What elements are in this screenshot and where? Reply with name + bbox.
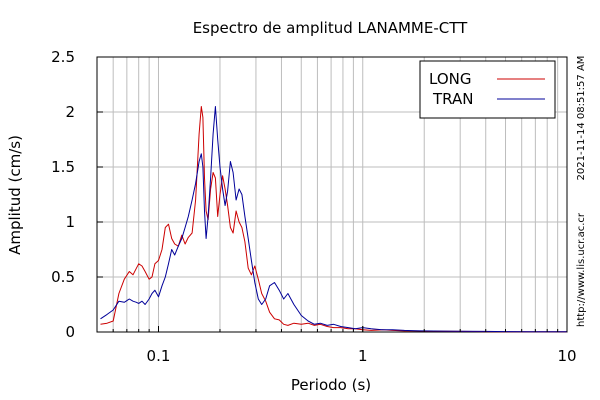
y-tick-label: 2.5 <box>51 48 75 66</box>
legend-label-long: LONG <box>429 70 471 88</box>
y-tick-label: 0.5 <box>51 268 75 286</box>
series-line-tran <box>100 106 568 333</box>
legend-label-tran: TRAN <box>432 90 473 108</box>
x-tick-label: 1 <box>358 347 368 365</box>
series-lines <box>100 106 568 333</box>
x-axis-label: Periodo (s) <box>291 376 371 394</box>
timestamp-label: 2021-11-14 08:51:57 AM <box>576 56 587 181</box>
plot-frame <box>96 56 568 333</box>
y-axis-label: Amplitud (cm/s) <box>6 135 24 255</box>
x-tick-label: 10 <box>557 347 576 365</box>
legend: LONG TRAN <box>419 60 556 119</box>
series-line-long <box>100 106 567 333</box>
y-tick-label: 0 <box>65 323 75 341</box>
y-tick-label: 1 <box>65 213 75 231</box>
grid-lines <box>97 57 567 332</box>
legend-box <box>419 60 556 119</box>
x-tick-label: 0.1 <box>147 347 171 365</box>
source-url-label: http://www.lis.ucr.ac.cr <box>576 212 587 327</box>
y-tick-label: 2 <box>65 103 75 121</box>
y-tick-label: 1.5 <box>51 158 75 176</box>
axis-ticks: 0.1 1 10 0 0.5 1 1.5 2 2.5 <box>51 48 576 365</box>
chart-title: Espectro de amplitud LANAMME-CTT <box>193 19 468 37</box>
